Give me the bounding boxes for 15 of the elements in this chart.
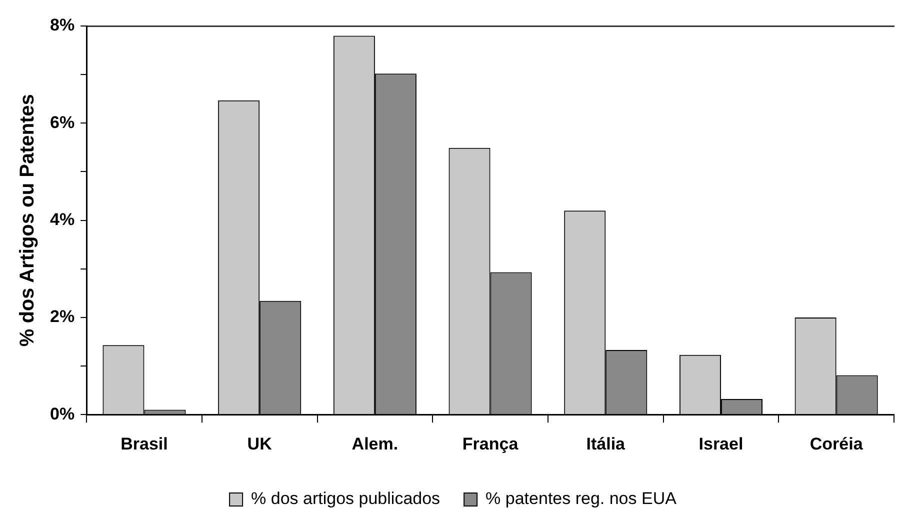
x-tick-label: Israel bbox=[698, 434, 744, 454]
y-tick-label: 2% bbox=[50, 307, 75, 326]
x-tick-label: Alem. bbox=[352, 434, 398, 454]
x-tick-label: Itália bbox=[586, 434, 626, 454]
y-tick-label: 6% bbox=[50, 112, 75, 132]
x-tick-label: França bbox=[462, 434, 519, 454]
x-tick-label: UK bbox=[247, 434, 273, 454]
y-tick-label: 4% bbox=[50, 210, 75, 229]
x-tick-label: Coréia bbox=[810, 434, 864, 454]
legend-label: % dos artigos publicados bbox=[251, 489, 440, 508]
x-tick-label: Brasil bbox=[120, 434, 168, 454]
y-tick-label: 8% bbox=[50, 16, 75, 35]
y-tick-label: 0% bbox=[50, 404, 75, 424]
legend-label: % patentes reg. nos EUA bbox=[486, 489, 678, 508]
y-axis-title: % dos Artigos ou Patentes bbox=[16, 94, 39, 347]
